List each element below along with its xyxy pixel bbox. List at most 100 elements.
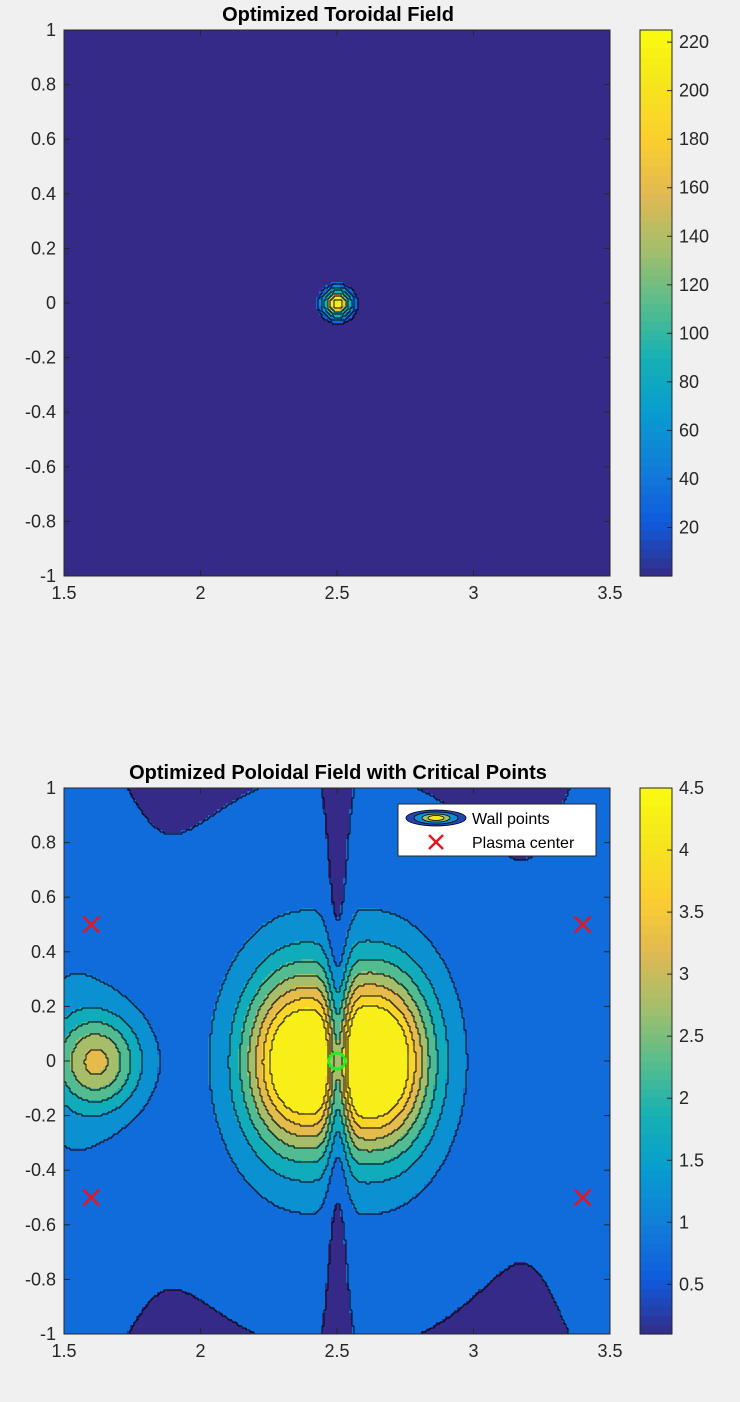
colorbar-tick-label: 100 <box>679 323 709 343</box>
colorbar-band <box>640 175 672 186</box>
colorbar-band <box>640 121 672 131</box>
colorbar-band <box>640 1106 672 1117</box>
colorbar-band <box>640 1252 672 1262</box>
toroidal-field-contours <box>64 30 610 576</box>
colorbar-band <box>640 111 672 122</box>
colorbar-band <box>640 457 672 468</box>
contour-line <box>64 909 469 1215</box>
colorbar-tick-label: 40 <box>679 469 699 489</box>
colorbar-band <box>640 1033 672 1044</box>
x-tick-label: 2 <box>195 1341 205 1361</box>
colorbar-band <box>640 330 672 340</box>
colorbar-band <box>640 239 672 249</box>
y-tick-label: 0.8 <box>31 833 56 853</box>
colorbar-band <box>640 321 672 331</box>
colorbar-tick-label: 3.5 <box>679 902 704 922</box>
colorbar-band <box>640 184 672 195</box>
chart-panel-1: 1.5 2 2.5 3 3.5 -1 -0.8 -0.6 -0.4 -0.2 0 0.2 0.4 0.6 0… <box>25 4 623 603</box>
y-tick-label: 0 <box>46 1051 56 1071</box>
colorbar-band <box>640 275 672 286</box>
colorbar-tick-label: 80 <box>679 372 699 392</box>
colorbar-tick-label: 3 <box>679 964 689 984</box>
contour-line <box>321 287 355 321</box>
colorbar-band <box>640 951 672 962</box>
colorbar-band <box>640 960 672 971</box>
colorbar-band <box>640 384 672 395</box>
colorbar-band <box>640 1088 672 1098</box>
contour-line <box>64 959 439 1165</box>
colorbar-band <box>640 139 672 149</box>
colorbar-band <box>640 193 672 204</box>
y-tick-label: -0.2 <box>25 1106 56 1126</box>
x-tick-label: 3.5 <box>597 1341 622 1361</box>
colorbar-band <box>640 1152 672 1162</box>
y-tick-label: -0.2 <box>25 348 56 368</box>
y-tick-label: 0.2 <box>31 996 56 1016</box>
colorbar-frame <box>639 29 673 577</box>
colorbar-band <box>640 566 672 577</box>
colorbar-band <box>640 221 672 231</box>
y-tick-label: -1 <box>40 566 56 586</box>
y-tick-label: 1 <box>46 778 56 798</box>
colorbar-band <box>640 1015 672 1026</box>
y-tick-label: -0.8 <box>25 1269 56 1289</box>
contour-line <box>64 939 449 1185</box>
colorbar-band <box>640 421 672 431</box>
x-tick-label: 3 <box>468 583 478 603</box>
y-tick-label: 1 <box>46 20 56 40</box>
plasma-center-marker <box>573 1188 592 1207</box>
colorbar-band <box>640 924 672 935</box>
colorbar-tick-label: 140 <box>679 226 709 246</box>
colorbar-band <box>640 1079 672 1089</box>
legend: Wall points Plasma center <box>397 803 597 857</box>
colorbar-band <box>640 84 672 95</box>
poloidal-field-contours <box>64 788 610 1334</box>
colorbar-band <box>640 1142 672 1153</box>
y-tick-label: -0.6 <box>25 457 56 477</box>
contour-line <box>261 995 417 1129</box>
colorbar-band <box>640 1215 672 1226</box>
colorbar-1: 20 40 60 80 100 120 140 160 180 200 220 <box>639 29 709 577</box>
contour-line <box>71 971 431 1153</box>
x-tick-label: 1.5 <box>51 1341 76 1361</box>
colorbar-tick-label: 60 <box>679 420 699 440</box>
colorbar-band <box>640 57 672 67</box>
colorbar-band <box>640 1197 672 1208</box>
colorbar-band <box>640 1279 672 1290</box>
colorbar-band <box>640 1051 672 1062</box>
colorbar-band <box>640 130 672 140</box>
colorbar-band <box>640 375 672 386</box>
colorbar-band <box>640 539 672 550</box>
colorbar-tick-label: 200 <box>679 81 709 101</box>
colorbar-band <box>640 1233 672 1244</box>
x-tick-label: 2.5 <box>324 1341 349 1361</box>
colorbar-band <box>640 942 672 953</box>
colorbar-band <box>640 466 672 477</box>
y-tick-label: 0.8 <box>31 75 56 95</box>
colorbar-frame <box>639 787 673 1335</box>
colorbar-band <box>640 860 672 871</box>
plasma-center-marker <box>82 915 101 934</box>
colorbar-band <box>640 1324 672 1335</box>
colorbar-band <box>640 512 672 522</box>
chart-panel-2: 1.5 2 2.5 3 3.5 -1 -0.8 -0.6 -0.4 -0.2 0 0.2 0.4 0.6 0… <box>25 762 623 1361</box>
y-tick-label: 0 <box>46 293 56 313</box>
x-tick-label: 2 <box>195 583 205 603</box>
legend-swatch-wall-points <box>405 809 467 827</box>
contour-line <box>327 293 349 315</box>
contour-line <box>329 295 347 313</box>
colorbar-band <box>640 851 672 862</box>
colorbar-band <box>640 339 672 350</box>
colorbar-band <box>640 1070 672 1080</box>
colorbar-tick-label: 20 <box>679 517 699 537</box>
colorbar-band <box>640 1024 672 1035</box>
colorbar-band <box>640 248 672 259</box>
legend-label: Plasma center <box>472 835 575 852</box>
colorbar-band <box>640 842 672 853</box>
colorbar-band <box>640 1315 672 1326</box>
colorbar-band <box>640 157 672 168</box>
colorbar-band <box>640 1179 672 1189</box>
y-tick-label: 0.2 <box>31 238 56 258</box>
colorbar-tick-label: 120 <box>679 275 709 295</box>
